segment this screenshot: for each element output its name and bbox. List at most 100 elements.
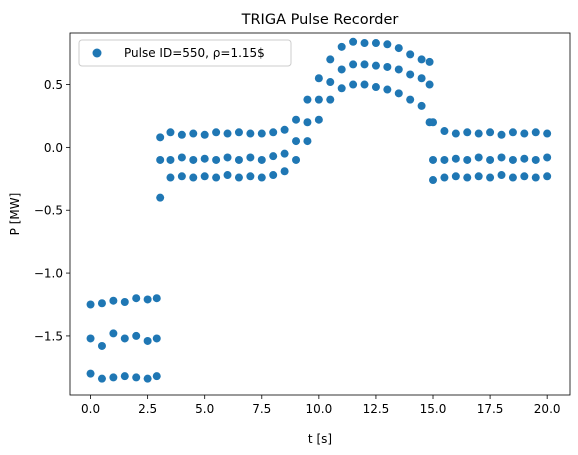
data-point (406, 70, 415, 79)
data-point (497, 171, 506, 180)
y-axis-ticks: −1.5 −1.0 −0.5 0.0 0.5 (34, 78, 70, 343)
data-point (425, 80, 434, 89)
data-point (406, 50, 415, 59)
data-point (200, 154, 209, 163)
data-point (543, 153, 552, 162)
data-point (474, 153, 483, 162)
data-point (200, 172, 209, 181)
x-tick-label: 7.5 (252, 402, 271, 416)
data-point (360, 80, 369, 89)
data-point (303, 95, 312, 104)
data-point (337, 65, 346, 74)
data-point (429, 118, 438, 127)
data-point (280, 125, 289, 134)
data-point (97, 374, 106, 383)
x-tick-label: 2.5 (138, 402, 157, 416)
data-point (314, 74, 323, 83)
data-point (257, 173, 266, 182)
data-point (349, 60, 358, 69)
data-point (234, 155, 243, 164)
data-point (417, 101, 426, 110)
data-point (189, 129, 198, 138)
data-point (109, 373, 118, 382)
y-tick-label: −0.5 (34, 204, 63, 218)
data-point (156, 193, 165, 202)
data-point (269, 152, 278, 161)
data-point (234, 173, 243, 182)
plot-frame (69, 32, 571, 396)
data-point (212, 128, 221, 137)
data-point (508, 155, 517, 164)
data-point (451, 129, 460, 138)
data-point (429, 176, 438, 185)
data-point (280, 149, 289, 158)
data-point (109, 329, 118, 338)
data-point (371, 61, 380, 70)
data-point (497, 130, 506, 139)
data-point (486, 128, 495, 137)
y-tick-label: −1.5 (34, 329, 63, 343)
data-point (463, 128, 472, 137)
data-point (212, 155, 221, 164)
data-point (109, 296, 118, 305)
data-point (246, 153, 255, 162)
data-point (223, 171, 232, 180)
data-point (520, 129, 529, 138)
data-point (425, 57, 434, 66)
data-point (97, 299, 106, 308)
data-point (189, 155, 198, 164)
x-tick-label: 17.5 (477, 402, 504, 416)
data-point (371, 39, 380, 48)
data-point (474, 172, 483, 181)
data-point (269, 171, 278, 180)
data-point (212, 173, 221, 182)
data-point (303, 118, 312, 127)
data-point (349, 80, 358, 89)
data-point (383, 40, 392, 49)
data-point (326, 95, 335, 104)
data-point (166, 128, 175, 137)
data-point (497, 153, 506, 162)
data-point (143, 336, 152, 345)
data-point (152, 334, 161, 343)
data-point (349, 37, 358, 46)
data-point (543, 129, 552, 138)
legend: Pulse ID=550, ρ=1.15$ (78, 39, 292, 67)
data-point (508, 173, 517, 182)
data-point (463, 155, 472, 164)
data-point (451, 154, 460, 163)
data-point (531, 155, 540, 164)
data-point (326, 55, 335, 64)
data-point (371, 83, 380, 92)
data-point (508, 128, 517, 137)
data-point (337, 42, 346, 51)
data-point (132, 294, 141, 303)
data-point (189, 173, 198, 182)
data-point (292, 137, 301, 146)
data-point (120, 297, 129, 306)
x-tick-label: 20.0 (534, 402, 561, 416)
data-point (463, 173, 472, 182)
data-point (531, 173, 540, 182)
data-point (486, 173, 495, 182)
data-point (156, 155, 165, 164)
data-point (531, 128, 540, 137)
data-point (394, 44, 403, 53)
data-point (120, 372, 129, 381)
data-point (394, 89, 403, 98)
data-point (166, 173, 175, 182)
data-point (486, 155, 495, 164)
data-point (406, 95, 415, 104)
data-point (143, 295, 152, 304)
data-point (292, 115, 301, 124)
data-point (314, 115, 323, 124)
data-point (177, 172, 186, 181)
data-point (246, 172, 255, 181)
data-point (474, 129, 483, 138)
data-point (86, 369, 95, 378)
data-point (520, 154, 529, 163)
data-point (429, 155, 438, 164)
data-point (152, 372, 161, 381)
x-tick-label: 10.0 (305, 402, 332, 416)
